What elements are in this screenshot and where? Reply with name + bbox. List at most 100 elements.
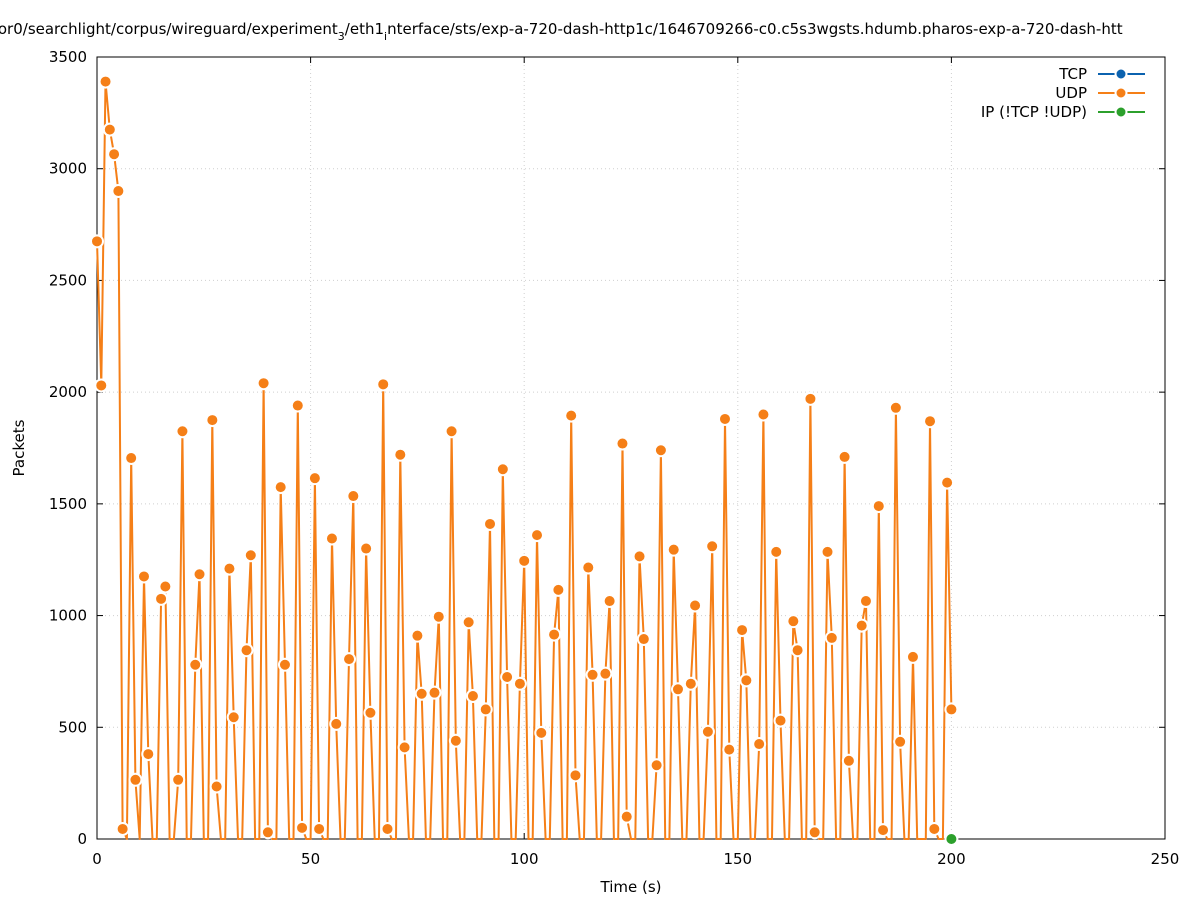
data-point [136,569,151,584]
data-point [324,531,339,546]
data-point [688,598,703,613]
legend-label: IP (!TCP !UDP) [981,103,1087,121]
data-point [670,682,685,697]
data-point [876,823,891,838]
data-point [735,623,750,638]
data-point [888,400,903,415]
data-point [893,734,908,749]
data-point [666,542,681,557]
data-point [239,643,254,658]
data-point [512,676,527,691]
data-point [431,609,446,624]
chart-title-part-4: i [384,30,387,43]
data-point [483,516,498,531]
data-point [598,666,613,681]
data-point [222,561,237,576]
data-point [756,407,771,422]
data-point [465,689,480,704]
chart-title-part-3: /eth1 [345,20,384,38]
axis-ticks: 0 50 100 150 200 2500500100015002000250030003… [49,48,1180,868]
data-point [717,411,732,426]
data-point [346,489,361,504]
data-point [273,480,288,495]
data-point [585,667,600,682]
plot-frame [96,56,1166,840]
data-point [376,377,391,392]
series-layer [90,74,959,846]
data-point [858,594,873,609]
data-point [410,628,425,643]
data-point [871,499,886,514]
data-point [359,541,374,556]
data-point [500,670,515,685]
y-tick-label: 0 [77,830,87,848]
legend-marker [1114,86,1128,100]
data-point [205,413,220,428]
y-tick-label: 3000 [49,160,87,178]
data-point [295,820,310,835]
data-point [363,705,378,720]
data-point [90,234,104,249]
data-point [478,702,493,717]
data-point [944,702,959,717]
data-point [722,742,737,757]
data-point [940,475,955,490]
data-point [824,630,839,645]
data-point [636,632,651,647]
data-point [602,594,617,609]
data-point [128,772,143,787]
data-point [329,716,344,731]
data-point [790,643,805,658]
data-point [342,652,357,667]
data-point [517,553,532,568]
data-point [171,772,186,787]
data-point [98,74,113,89]
data-point [158,579,173,594]
data-point [209,779,224,794]
data-point [649,758,664,773]
x-axis-title: Time (s) [600,878,662,896]
data-point [773,713,788,728]
data-point [393,447,408,462]
chart-title-part-5: nterface/sts/exp-a-720-dash-http1c/16467… [387,20,1123,38]
data-point [927,821,942,836]
x-tick-label: 0 [92,850,102,868]
data-point [380,821,395,836]
y-axis-title: Packets [10,419,28,476]
data-point [427,685,442,700]
x-tick-label: 250 [1151,850,1180,868]
data-point [786,614,801,629]
data-point [547,627,562,642]
y-tick-label: 3500 [49,48,87,66]
data-point [141,747,156,762]
data-point [705,539,720,554]
data-point [154,591,169,606]
chart-title: tor0/searchlight/corpus/wireguard/experi… [0,20,1123,43]
data-point [683,676,698,691]
x-tick-label: 100 [510,850,539,868]
data-point [530,528,545,543]
data-point [397,740,412,755]
data-point [111,184,126,199]
data-point [700,724,715,739]
data-point [653,443,668,458]
legend-marker [1114,67,1128,81]
series-1 [90,74,959,840]
data-point [905,649,920,664]
data-point [444,424,459,439]
data-point [107,147,122,162]
data-point [448,733,463,748]
grid [96,56,1166,840]
data-point [102,122,117,137]
data-point [226,710,241,725]
chart-title-part-2: 3 [338,30,345,43]
data-point [841,753,856,768]
x-tick-label: 50 [301,850,320,868]
data-point [495,462,510,477]
series-2 [944,832,959,846]
chart-title-part-1: tor0/searchlight/corpus/wireguard/experi… [0,20,338,38]
data-point [312,821,327,836]
data-point [854,618,869,633]
